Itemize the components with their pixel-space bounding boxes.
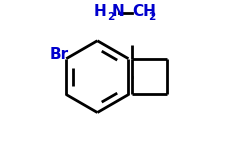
Text: 2: 2 (107, 12, 114, 22)
Text: N: N (112, 4, 124, 19)
Text: Br: Br (49, 47, 68, 62)
Text: H: H (93, 4, 106, 19)
Text: CH: CH (132, 4, 156, 19)
Text: 2: 2 (148, 12, 155, 22)
